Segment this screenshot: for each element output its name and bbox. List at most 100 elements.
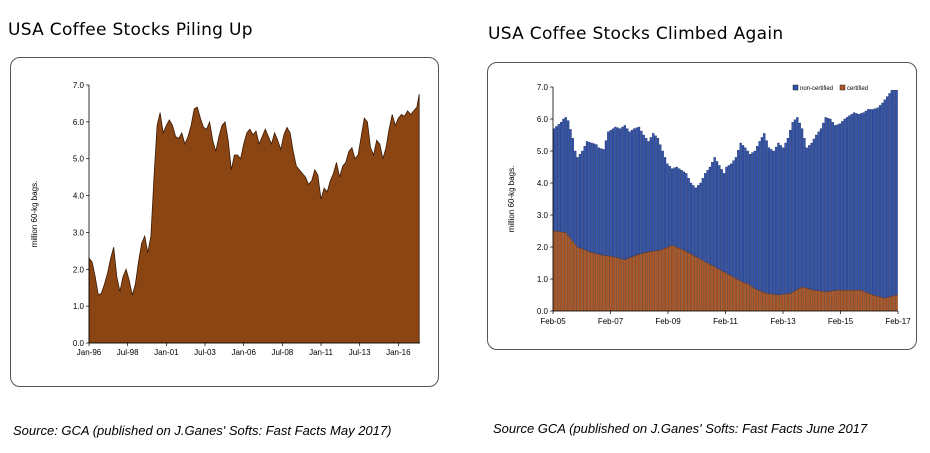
non-certified-bar [609, 130, 612, 257]
certified-bar [746, 283, 749, 312]
non-certified-bar [701, 178, 704, 261]
non-certified-bar [585, 141, 589, 251]
y-tick-label: 0.0 [537, 307, 549, 316]
y-tick-label: 3.0 [73, 228, 85, 237]
non-certified-bar [659, 144, 662, 251]
right-chart-source: Source GCA (published on J.Ganes' Softs:… [493, 421, 868, 436]
certified-bar [619, 258, 622, 312]
non-certified-bar [727, 165, 730, 275]
certified-bar [803, 287, 806, 312]
y-tick-label: 4.0 [537, 179, 549, 188]
non-certified-bar [725, 166, 728, 274]
non-certified-bar [848, 115, 851, 291]
y-tick-label: 4.0 [73, 192, 85, 201]
non-certified-bar [583, 146, 586, 251]
certified-bar [675, 247, 678, 312]
x-tick-label: Feb-05 [540, 317, 566, 326]
non-certified-bar [881, 102, 884, 298]
non-certified-bar [597, 147, 600, 255]
certified-bar [699, 259, 702, 312]
certified-bar [607, 255, 610, 312]
non-certified-bar [732, 160, 735, 278]
certified-bar [654, 250, 657, 312]
non-certified-bar [576, 157, 579, 248]
non-certified-bar [567, 120, 570, 236]
certified-bar [722, 271, 726, 312]
certified-bar [758, 290, 761, 312]
certified-bar [845, 290, 849, 312]
certified-bar [659, 250, 662, 312]
y-tick-label: 6.0 [537, 115, 549, 124]
certified-bar [869, 293, 872, 312]
certified-bar [817, 290, 820, 312]
certified-bar [777, 294, 780, 312]
certified-bar [782, 294, 785, 312]
non-certified-bar [706, 170, 709, 264]
non-certified-bar [715, 161, 719, 269]
non-certified-bar [796, 117, 799, 290]
certified-bar [810, 289, 813, 312]
certified-bar [765, 293, 768, 312]
certified-bar [730, 275, 733, 312]
certified-bar [600, 254, 603, 312]
certified-bar [751, 286, 754, 312]
non-certified-bar [619, 128, 622, 259]
non-certified-bar [734, 157, 738, 279]
non-certified-bar [687, 178, 690, 253]
legend-swatch-non-certified [792, 84, 799, 91]
certified-bar [576, 246, 579, 312]
non-certified-bar [654, 135, 657, 251]
non-certified-bar [871, 109, 875, 296]
certified-bar [585, 250, 589, 312]
certified-bar [692, 255, 695, 312]
non-certified-bar [760, 137, 764, 292]
non-certified-bar [555, 126, 558, 232]
non-certified-bar [824, 117, 827, 292]
certified-bar [555, 231, 558, 312]
certified-bar [756, 289, 759, 312]
non-certified-bar [692, 185, 695, 256]
non-certified-bar [607, 131, 610, 257]
non-certified-bar [649, 137, 652, 252]
certified-bar [855, 290, 858, 312]
certified-bar [696, 257, 700, 312]
certified-bar [789, 293, 792, 312]
certified-bar [838, 290, 842, 312]
non-certified-bar [593, 143, 596, 254]
certified-bar [763, 292, 766, 312]
non-certified-bar [751, 152, 754, 288]
non-certified-bar [786, 138, 790, 294]
non-certified-bar [640, 130, 643, 254]
certified-bar [680, 249, 683, 312]
certified-bar [727, 274, 730, 312]
legend-swatch-certified [839, 84, 846, 91]
legend-label-non-certified: non-certified [800, 86, 833, 92]
x-tick-label: Jul-03 [194, 348, 216, 357]
non-certified-bar [805, 147, 808, 289]
non-certified-bar [720, 169, 723, 271]
left-chart-source: Source: GCA (published on J.Ganes' Softs… [13, 423, 392, 438]
non-certified-bar [834, 125, 837, 291]
non-certified-bar [748, 154, 752, 286]
non-certified-bar [663, 157, 667, 249]
non-certified-bar [718, 165, 721, 270]
certified-bar [878, 296, 882, 312]
x-tick-label: Jan-06 [231, 348, 256, 357]
certified-bar [642, 252, 645, 312]
non-certified-bar [678, 168, 681, 249]
non-certified-bar [829, 118, 832, 292]
x-tick-label: Feb-17 [885, 317, 911, 326]
certified-bar [621, 259, 624, 312]
certified-bar [708, 264, 712, 312]
non-certified-bar [838, 123, 842, 291]
non-certified-bar [878, 105, 882, 298]
non-certified-bar [860, 113, 863, 291]
non-certified-bar [791, 122, 794, 293]
non-certified-bar [699, 182, 702, 260]
non-certified-bar [739, 142, 742, 282]
non-certified-bar [782, 147, 785, 295]
certified-bar [848, 290, 851, 312]
non-certified-bar [578, 154, 582, 249]
non-certified-bar [602, 149, 605, 256]
certified-bar [741, 282, 745, 312]
